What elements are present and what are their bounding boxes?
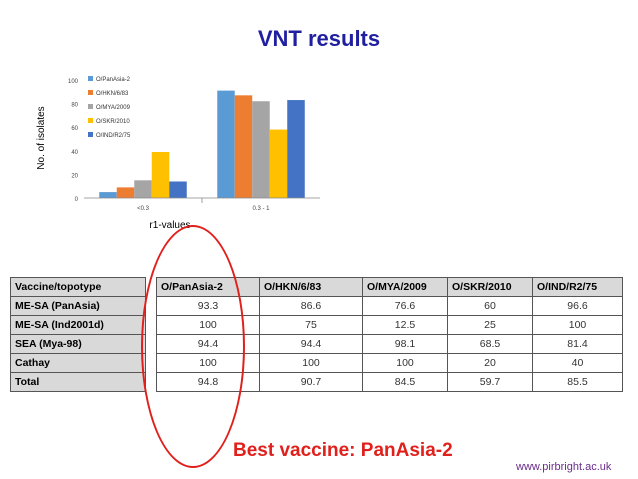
bar [217, 90, 235, 198]
legend-swatch [88, 76, 93, 81]
legend-label: O/MYA/2009 [96, 105, 131, 111]
bar [252, 101, 270, 198]
bar [287, 100, 305, 198]
table-row: ME-SA (Ind2001d) 100 75 12.5 25 100 [10, 315, 623, 335]
bar [169, 181, 187, 198]
x-axis-label: r1-values [149, 220, 190, 231]
row-label: ME-SA (PanAsia) [10, 296, 146, 316]
website-url[interactable]: www.pirbright.ac.uk [516, 461, 612, 473]
legend-swatch [88, 104, 93, 109]
table-cell: 85.5 [532, 372, 623, 392]
legend-swatch [88, 132, 93, 137]
page-title: VNT results [257, 26, 381, 51]
x-tick-label: <0.3 [137, 206, 150, 212]
bar [116, 187, 135, 198]
table-cell: 98.1 [362, 334, 448, 354]
y-tick-label: 100 [68, 79, 79, 85]
bar [99, 192, 117, 198]
table-cell: 40 [532, 353, 623, 373]
table-cell: 84.5 [362, 372, 448, 392]
row-label: Cathay [10, 353, 146, 373]
table-cell: 100 [362, 353, 448, 373]
legend-label: O/HKN/6/83 [96, 91, 129, 97]
table-cell: 75 [259, 315, 363, 335]
legend-label: O/PanAsia-2 [96, 77, 131, 83]
legend-label: O/SKR/2010 [96, 119, 130, 125]
table-cell: 100 [259, 353, 363, 373]
column-header: O/IND/R2/75 [532, 277, 623, 297]
bar [269, 129, 288, 198]
legend-label: O/IND/R2/75 [96, 133, 131, 139]
table-cell: 96.6 [532, 296, 623, 316]
table-cell: 60 [447, 296, 533, 316]
table-cell: 59.7 [447, 372, 533, 392]
table-cell: 76.6 [362, 296, 448, 316]
row-label: Total [10, 372, 146, 392]
x-tick-label: 0.3 - 1 [252, 206, 270, 212]
bar [134, 180, 152, 198]
table-cell: 12.5 [362, 315, 448, 335]
table-cell: 86.6 [259, 296, 363, 316]
row-label: SEA (Mya-98) [10, 334, 146, 354]
table-row: Total 94.8 90.7 84.5 59.7 85.5 [10, 372, 623, 392]
column-header: O/MYA/2009 [362, 277, 448, 297]
column-header: O/HKN/6/83 [259, 277, 363, 297]
table-cell: 90.7 [259, 372, 363, 392]
column-header: Vaccine/topotype [10, 277, 146, 297]
y-axis-label: No. of isolates [36, 106, 47, 169]
y-tick-label: 80 [71, 103, 78, 109]
vnt-results-table: Vaccine/topotype O/PanAsia-2 O/HKN/6/83 O/M… [10, 277, 623, 392]
legend-swatch [88, 90, 93, 95]
y-tick-label: 0 [75, 197, 79, 203]
column-header: O/SKR/2010 [447, 277, 533, 297]
bar [151, 151, 170, 198]
y-tick-label: 40 [71, 150, 78, 156]
y-tick-label: 60 [71, 126, 78, 132]
table-cell: 25 [447, 315, 533, 335]
table-cell: 94.4 [259, 334, 363, 354]
table-cell: 81.4 [532, 334, 623, 354]
row-label: ME-SA (Ind2001d) [10, 315, 146, 335]
table-row: Cathay 100 100 100 20 40 [10, 353, 623, 373]
table-row: ME-SA (PanAsia) 93.3 86.6 76.6 60 96.6 [10, 296, 623, 316]
table-row: SEA (Mya-98) 94.4 94.4 98.1 68.5 81.4 [10, 334, 623, 354]
highlight-oval [141, 225, 245, 468]
y-tick-label: 20 [71, 173, 78, 179]
best-vaccine-text: Best vaccine: PanAsia-2 [233, 440, 453, 461]
bar [234, 95, 253, 198]
legend-swatch [88, 118, 93, 123]
bar-chart: 0 20 40 60 80 100 <0.3 0.3 - 1 O/PanAsia-2 O/HKN… [36, 76, 320, 231]
table-cell: 100 [532, 315, 623, 335]
table-cell: 20 [447, 353, 533, 373]
table-header-row: Vaccine/topotype O/PanAsia-2 O/HKN/6/83 O/M… [10, 277, 623, 297]
table-cell: 68.5 [447, 334, 533, 354]
